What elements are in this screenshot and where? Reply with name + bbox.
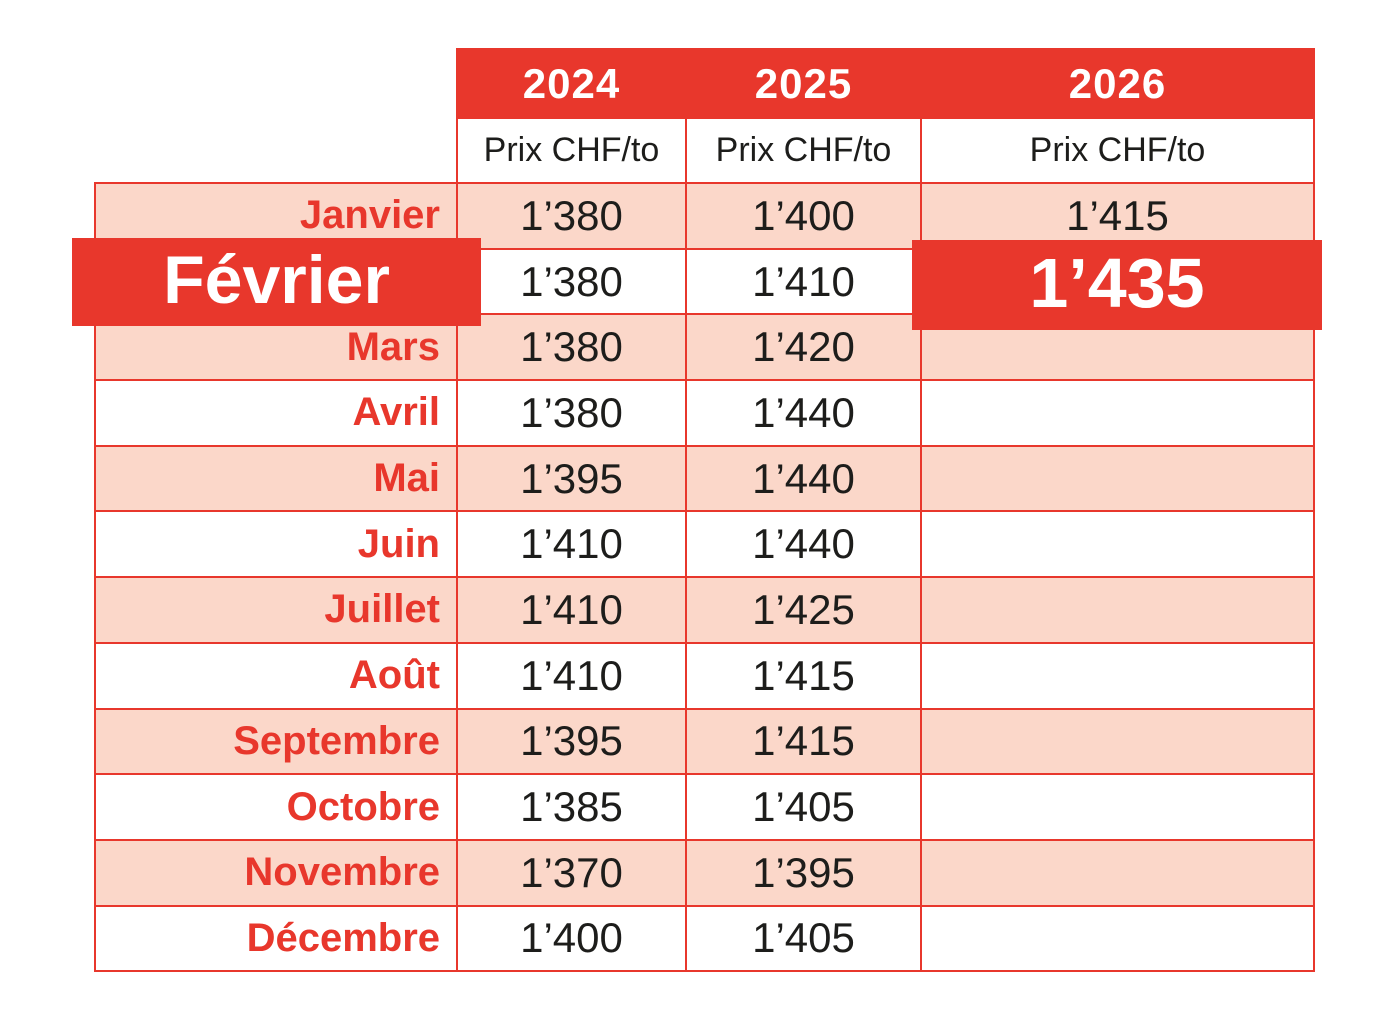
price-cell-2024: 1’380	[456, 247, 687, 316]
unit-label-2025: Prix CHF/to	[685, 117, 922, 184]
year-header-2025: 2025	[685, 48, 922, 119]
year-header-row: 2024 2025 2026	[95, 48, 1315, 119]
price-cell-2026	[920, 641, 1315, 710]
price-cell-2025: 1’395	[685, 838, 922, 907]
price-cell-2025: 1’440	[685, 444, 922, 513]
price-cell-2025: 1’425	[685, 576, 922, 644]
price-cell-2024: 1’395	[456, 707, 687, 776]
price-cell-2026	[920, 707, 1315, 776]
price-cell-2024: 1’380	[456, 182, 687, 250]
price-cell-2024: 1’380	[456, 379, 687, 447]
month-cell: Août	[94, 641, 458, 710]
price-cell-2026	[920, 379, 1315, 447]
price-cell-2025: 1’415	[685, 641, 922, 710]
price-cell-2025: 1’400	[685, 182, 922, 250]
price-cell-2024: 1’410	[456, 576, 687, 644]
month-cell: Octobre	[94, 773, 458, 841]
price-cell-2025: 1’405	[685, 904, 922, 973]
header-spacer	[95, 49, 457, 183]
table-row-juillet: Juillet 1’410 1’425	[94, 576, 1315, 644]
price-cell-2024: 1’400	[456, 904, 687, 973]
price-cell-2025: 1’420	[685, 313, 922, 382]
table-row-mai: Mai 1’395 1’440	[94, 444, 1315, 513]
month-cell: Avril	[94, 379, 458, 447]
month-cell: Décembre	[94, 904, 458, 973]
price-cell-2024: 1’385	[456, 773, 687, 841]
price-cell-2024: 1’380	[456, 313, 687, 382]
price-table: 2024 2025 2026 Prix CHF/to Prix CHF/to P…	[94, 48, 1315, 973]
price-cell-2026	[920, 773, 1315, 841]
price-cell-2025: 1’415	[685, 707, 922, 776]
price-cell-2024: 1’410	[456, 641, 687, 710]
table-row-janvier: Janvier 1’380 1’400 1’415	[94, 182, 1315, 250]
price-cell-2026	[920, 904, 1315, 973]
unit-label-2024: Prix CHF/to	[456, 117, 687, 184]
year-header-2024: 2024	[456, 48, 687, 119]
price-cell-2024: 1’370	[456, 838, 687, 907]
unit-label-2026: Prix CHF/to	[920, 117, 1315, 184]
table-row-aout: Août 1’410 1’415	[94, 641, 1315, 710]
price-cell-2026: 1’415	[920, 182, 1315, 250]
month-cell: Juillet	[94, 576, 458, 644]
price-cell-2025: 1’410	[685, 247, 922, 316]
price-cell-2026	[920, 838, 1315, 907]
table-row-avril: Avril 1’380 1’440	[94, 379, 1315, 447]
table-row-novembre: Novembre 1’370 1’395	[94, 838, 1315, 907]
price-cell-2024: 1’395	[456, 444, 687, 513]
unit-header-row: Prix CHF/to Prix CHF/to Prix CHF/to	[95, 117, 1315, 184]
month-cell: Juin	[94, 510, 458, 579]
price-cell-2026	[920, 510, 1315, 579]
highlight-month-banner: Février	[72, 238, 481, 326]
price-cell-2024: 1’410	[456, 510, 687, 579]
price-cell-2025: 1’405	[685, 773, 922, 841]
month-cell: Mai	[94, 444, 458, 513]
price-cell-2025: 1’440	[685, 379, 922, 447]
table-row-decembre: Décembre 1’400 1’405	[94, 904, 1315, 973]
table-row-juin: Juin 1’410 1’440	[94, 510, 1315, 579]
month-cell: Novembre	[94, 838, 458, 907]
price-cell-2026	[920, 444, 1315, 513]
year-header-2026: 2026	[920, 48, 1315, 119]
table-row-octobre: Octobre 1’385 1’405	[94, 773, 1315, 841]
month-cell: Septembre	[94, 707, 458, 776]
table-row-septembre: Septembre 1’395 1’415	[94, 707, 1315, 776]
highlight-2026-price-banner: 1’435	[912, 240, 1322, 330]
price-cell-2026	[920, 576, 1315, 644]
price-cell-2025: 1’440	[685, 510, 922, 579]
